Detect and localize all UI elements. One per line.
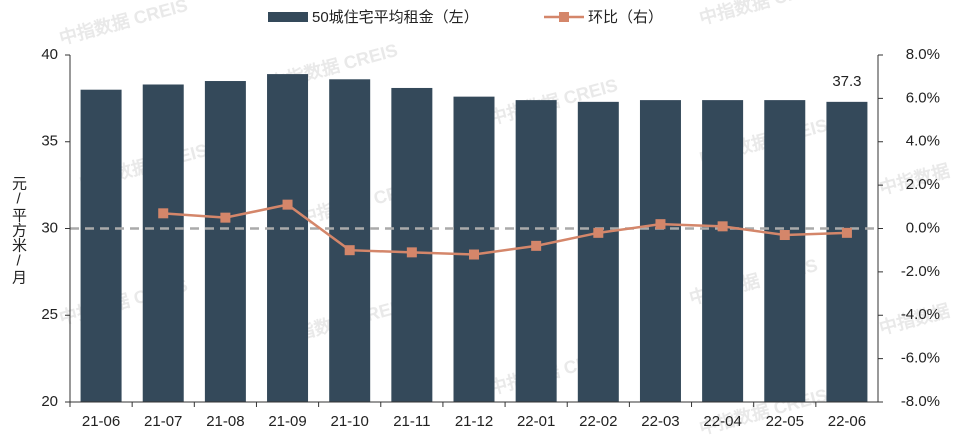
x-tick-label: 22-04 (703, 413, 741, 430)
line-marker (220, 212, 231, 223)
legend-swatch (268, 12, 308, 22)
y2-tick-label: -8.0% (901, 393, 940, 410)
y2-tick-label: 2.0% (906, 176, 940, 193)
bar (702, 100, 744, 403)
bar (764, 100, 806, 403)
x-tick-label: 21-10 (331, 413, 369, 430)
x-tick-label: 21-11 (393, 413, 430, 430)
y2-tick-label: 0.0% (906, 219, 940, 236)
line-marker (531, 240, 542, 251)
watermark: 中指数据 CREIS (697, 0, 830, 28)
x-tick-label: 22-03 (641, 413, 679, 430)
data-label: 37.3 (832, 73, 861, 90)
y2-tick-label: -4.0% (901, 306, 940, 323)
y2-tick-label: 4.0% (906, 133, 940, 150)
line-marker (593, 227, 604, 238)
bar (142, 84, 184, 403)
y2-tick-label: 8.0% (906, 46, 940, 63)
x-tick-label: 21-06 (82, 413, 120, 430)
line-marker (655, 219, 666, 230)
line-marker (282, 199, 293, 210)
bar (80, 89, 122, 402)
bar (515, 100, 557, 403)
line-marker (344, 245, 355, 256)
line-marker (469, 249, 479, 260)
line-marker (158, 208, 169, 219)
y2-tick-label: -2.0% (901, 263, 940, 280)
x-tick-label: 22-05 (766, 413, 804, 430)
bar (267, 74, 309, 403)
bar (826, 101, 868, 402)
line-marker (779, 230, 790, 241)
x-tick-label: 22-01 (517, 413, 555, 430)
bar (204, 81, 246, 403)
bar (639, 100, 681, 403)
y2-tick-label: -6.0% (901, 350, 940, 367)
x-tick-label: 22-06 (828, 413, 866, 430)
y-tick-label: 40 (41, 46, 58, 63)
legend-label: 50城住宅平均租金（左） (312, 9, 479, 26)
x-tick-label: 21-07 (144, 413, 182, 430)
y2-tick-label: 6.0% (906, 89, 940, 106)
y-tick-label: 35 (41, 133, 58, 150)
y-tick-label: 30 (41, 219, 58, 236)
x-tick-label: 21-12 (455, 413, 493, 430)
line-marker (406, 247, 417, 258)
legend-label: 环比（右） (588, 9, 663, 26)
bar (453, 96, 495, 402)
line-marker (841, 227, 852, 238)
bar (391, 87, 433, 402)
y-tick-label: 20 (41, 393, 58, 410)
legend-swatch (559, 12, 569, 22)
watermark: 中指数据 CREIS (57, 0, 190, 48)
bar (577, 101, 619, 402)
line (163, 203, 847, 256)
y-axis-label: 元/平方米/月 (10, 176, 27, 286)
x-tick-label: 21-08 (206, 413, 244, 430)
x-tick-label: 22-02 (579, 413, 617, 430)
y-tick-label: 25 (41, 306, 58, 323)
x-tick-label: 21-09 (268, 413, 306, 430)
line-marker (717, 221, 728, 232)
